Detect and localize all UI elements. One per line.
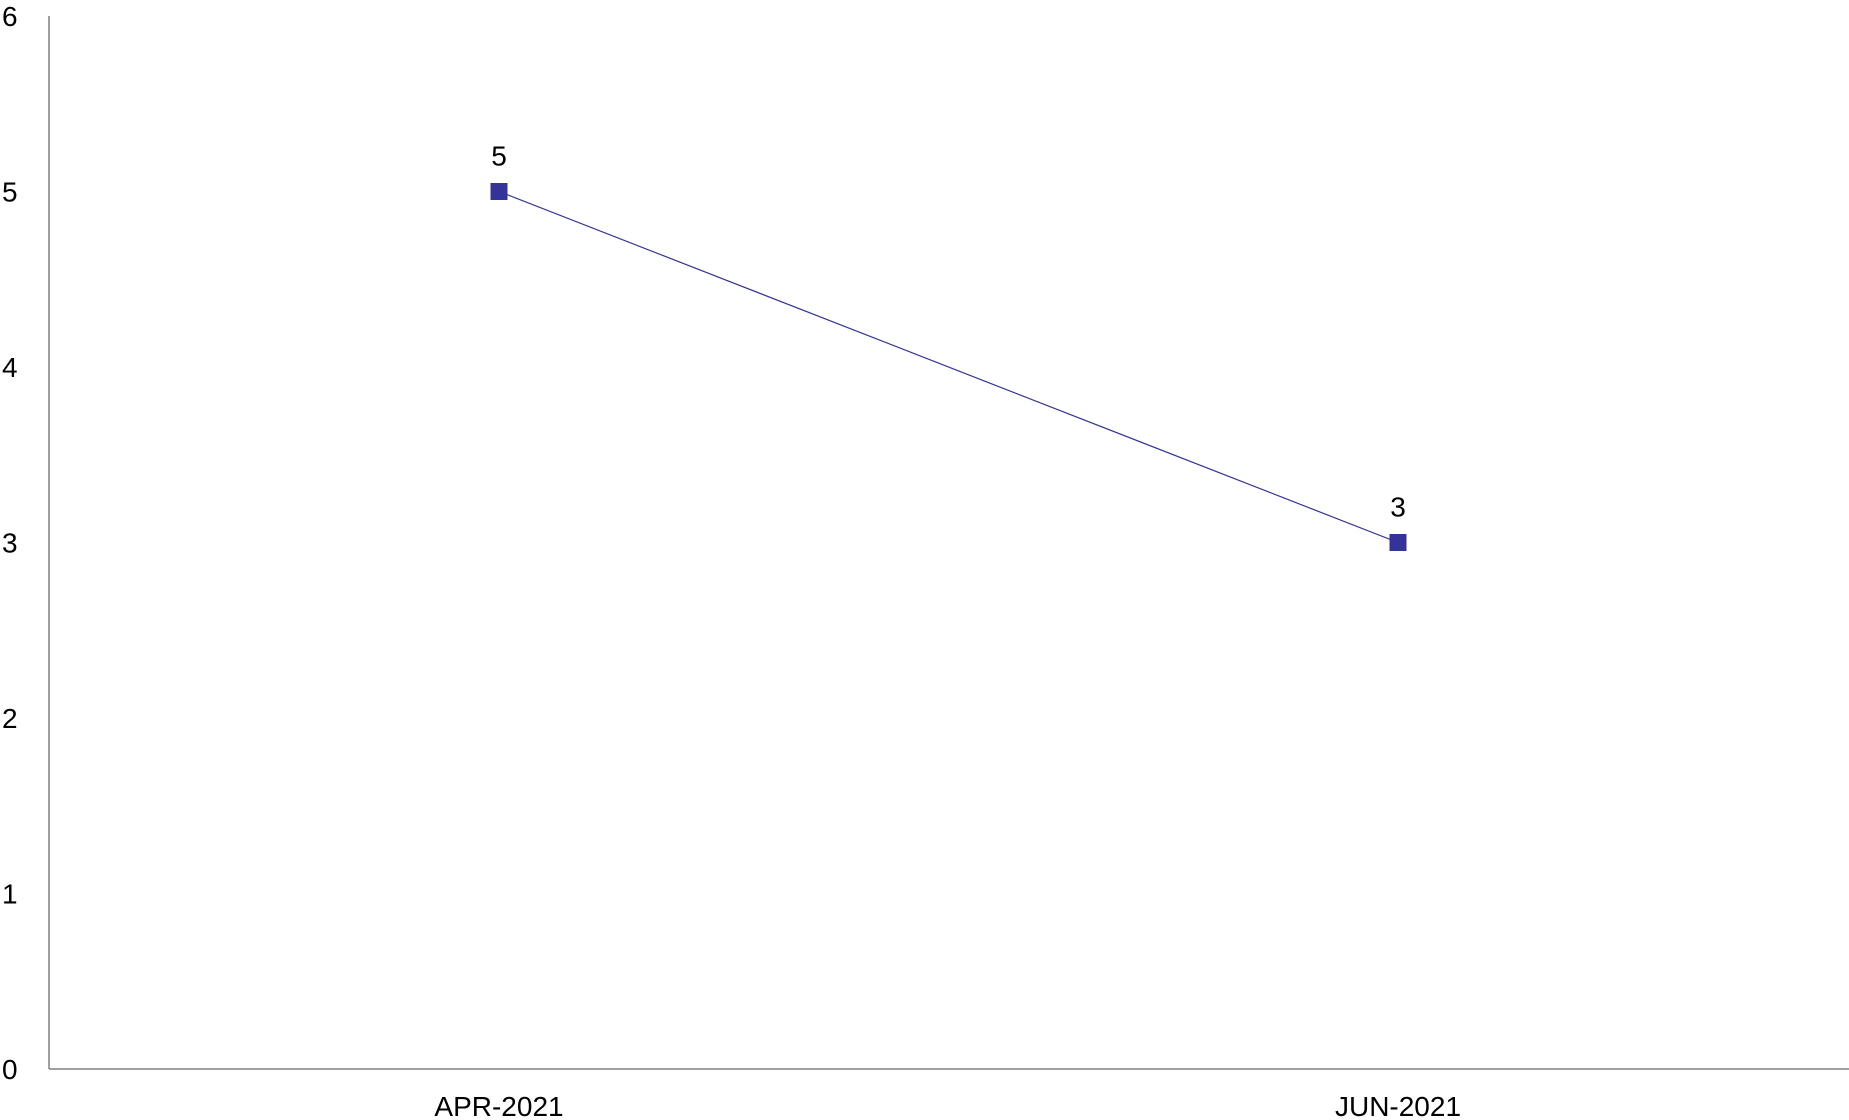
x-tick-label: APR-2021 — [434, 1091, 563, 1120]
data-label: 3 — [1390, 492, 1406, 523]
y-tick-labels: 0 1 2 3 4 5 6 — [2, 1, 18, 1085]
axes — [48, 16, 1849, 1070]
y-tick-label: 1 — [2, 879, 18, 910]
series-group — [490, 183, 1407, 551]
y-tick-label: 5 — [2, 177, 18, 208]
data-label: 5 — [491, 141, 507, 172]
y-tick-label: 0 — [2, 1054, 18, 1085]
x-tick-label: JUN-2021 — [1335, 1091, 1461, 1120]
y-tick-label: 4 — [2, 352, 18, 383]
data-point-marker — [1389, 534, 1407, 551]
series-line — [498, 190, 1399, 544]
data-point-marker — [490, 183, 508, 200]
y-tick-label: 6 — [2, 1, 18, 32]
data-labels: 53 — [491, 141, 1406, 523]
y-tick-label: 3 — [2, 528, 18, 559]
x-tick-labels: APR-2021 JUN-2021 — [434, 1091, 1461, 1120]
y-tick-label: 2 — [2, 703, 18, 734]
